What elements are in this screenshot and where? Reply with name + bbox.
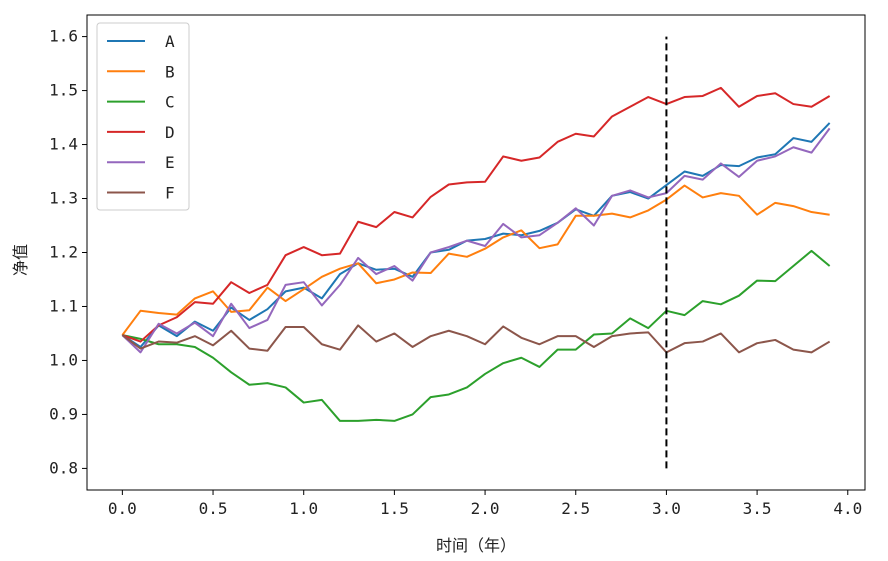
series-line-b [121, 184, 830, 336]
legend-label-f: F [165, 184, 175, 203]
x-tick-label: 2.0 [471, 499, 500, 518]
series-line-f [121, 324, 831, 354]
y-tick-label: 1.6 [49, 27, 78, 46]
x-tick-label: 3.5 [743, 499, 772, 518]
x-tick-label: 4.0 [833, 499, 862, 518]
legend-box [96, 22, 190, 211]
series-lines [121, 86, 831, 422]
y-tick-label: 1.2 [49, 243, 78, 262]
legend-label-a: A [165, 32, 175, 51]
axes: 0.0 0.5 1.0 1.5 2.0 2.5 3.0 3.5 4.0 0.8 0.9 1.0 1.1 1… [49, 14, 866, 518]
y-tick-label: 0.8 [49, 458, 78, 477]
y-tick-label: 1.3 [49, 189, 78, 208]
legend-label-d: D [165, 123, 175, 142]
x-tick-label: 1.0 [289, 499, 318, 518]
y-tick-label: 0.9 [49, 404, 78, 423]
y-tick-label: 1.1 [49, 296, 78, 315]
x-tick-label: 0.0 [108, 499, 137, 518]
y-tick-label: 1.4 [49, 135, 78, 154]
series-line-a [121, 122, 831, 348]
series-line-e [121, 127, 831, 354]
x-tick-label: 2.5 [561, 499, 590, 518]
series-line-d [122, 86, 831, 343]
x-tick-label: 0.5 [199, 499, 228, 518]
x-axis-label: 时间（年） [436, 536, 516, 555]
legend-label-c: C [165, 93, 175, 112]
y-tick-label: 1.5 [49, 81, 78, 100]
y-axis-label: 净值 [11, 244, 30, 276]
legend-label-b: B [165, 62, 175, 81]
series-line-c [122, 249, 831, 422]
y-tick-label: 1.0 [49, 350, 78, 369]
legend-label-e: E [165, 153, 175, 172]
x-tick-label: 3.0 [652, 499, 681, 518]
x-tick-label: 1.5 [380, 499, 409, 518]
